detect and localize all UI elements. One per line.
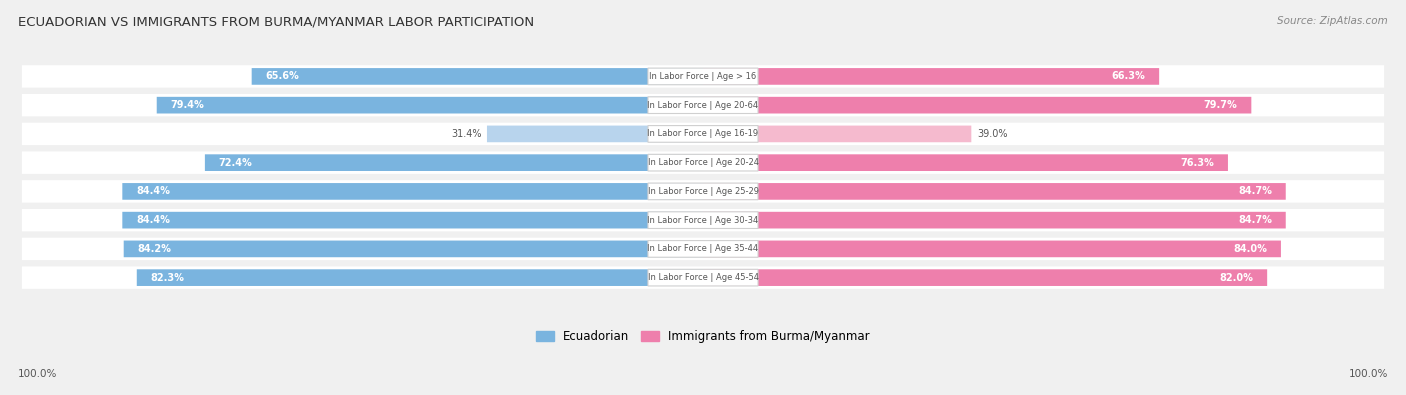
FancyBboxPatch shape xyxy=(22,209,1384,231)
Text: 76.3%: 76.3% xyxy=(1181,158,1215,167)
Text: 79.7%: 79.7% xyxy=(1204,100,1237,110)
FancyBboxPatch shape xyxy=(703,126,972,142)
Text: 82.0%: 82.0% xyxy=(1219,273,1253,283)
Text: 82.3%: 82.3% xyxy=(150,273,184,283)
FancyBboxPatch shape xyxy=(486,126,703,142)
FancyBboxPatch shape xyxy=(703,183,1285,200)
FancyBboxPatch shape xyxy=(156,97,703,113)
FancyBboxPatch shape xyxy=(703,68,1159,85)
FancyBboxPatch shape xyxy=(124,241,703,257)
FancyBboxPatch shape xyxy=(22,123,1384,145)
FancyBboxPatch shape xyxy=(703,154,1227,171)
Text: Source: ZipAtlas.com: Source: ZipAtlas.com xyxy=(1277,16,1388,26)
FancyBboxPatch shape xyxy=(22,94,1384,117)
FancyBboxPatch shape xyxy=(252,68,703,85)
FancyBboxPatch shape xyxy=(648,269,758,286)
Text: In Labor Force | Age 30-34: In Labor Force | Age 30-34 xyxy=(647,216,759,225)
Text: 84.7%: 84.7% xyxy=(1239,186,1272,196)
FancyBboxPatch shape xyxy=(703,97,1251,113)
FancyBboxPatch shape xyxy=(22,65,1384,88)
FancyBboxPatch shape xyxy=(122,212,703,228)
Text: 72.4%: 72.4% xyxy=(219,158,253,167)
Text: 39.0%: 39.0% xyxy=(977,129,1007,139)
FancyBboxPatch shape xyxy=(648,97,758,113)
FancyBboxPatch shape xyxy=(22,180,1384,203)
Text: In Labor Force | Age 45-54: In Labor Force | Age 45-54 xyxy=(648,273,758,282)
Text: 84.4%: 84.4% xyxy=(136,186,170,196)
Text: 100.0%: 100.0% xyxy=(18,369,58,379)
Text: 84.7%: 84.7% xyxy=(1239,215,1272,225)
FancyBboxPatch shape xyxy=(648,126,758,142)
FancyBboxPatch shape xyxy=(703,269,1267,286)
Text: In Labor Force | Age 20-64: In Labor Force | Age 20-64 xyxy=(647,101,759,110)
Text: In Labor Force | Age 25-29: In Labor Force | Age 25-29 xyxy=(648,187,758,196)
Text: 84.2%: 84.2% xyxy=(138,244,172,254)
FancyBboxPatch shape xyxy=(136,269,703,286)
FancyBboxPatch shape xyxy=(22,266,1384,289)
FancyBboxPatch shape xyxy=(648,212,758,228)
Text: In Labor Force | Age > 16: In Labor Force | Age > 16 xyxy=(650,72,756,81)
Text: 100.0%: 100.0% xyxy=(1348,369,1388,379)
Text: In Labor Force | Age 20-24: In Labor Force | Age 20-24 xyxy=(648,158,758,167)
FancyBboxPatch shape xyxy=(648,183,758,200)
Legend: Ecuadorian, Immigrants from Burma/Myanmar: Ecuadorian, Immigrants from Burma/Myanma… xyxy=(536,330,870,343)
Text: In Labor Force | Age 35-44: In Labor Force | Age 35-44 xyxy=(647,245,759,253)
Text: 79.4%: 79.4% xyxy=(170,100,204,110)
FancyBboxPatch shape xyxy=(703,212,1285,228)
Text: 84.0%: 84.0% xyxy=(1233,244,1267,254)
Text: ECUADORIAN VS IMMIGRANTS FROM BURMA/MYANMAR LABOR PARTICIPATION: ECUADORIAN VS IMMIGRANTS FROM BURMA/MYAN… xyxy=(18,16,534,29)
Text: In Labor Force | Age 16-19: In Labor Force | Age 16-19 xyxy=(647,130,759,138)
FancyBboxPatch shape xyxy=(122,183,703,200)
Text: 65.6%: 65.6% xyxy=(266,71,299,81)
Text: 31.4%: 31.4% xyxy=(451,129,481,139)
Text: 66.3%: 66.3% xyxy=(1112,71,1146,81)
Text: 84.4%: 84.4% xyxy=(136,215,170,225)
FancyBboxPatch shape xyxy=(703,241,1281,257)
FancyBboxPatch shape xyxy=(648,68,758,85)
FancyBboxPatch shape xyxy=(648,154,758,171)
FancyBboxPatch shape xyxy=(22,238,1384,260)
FancyBboxPatch shape xyxy=(22,151,1384,174)
FancyBboxPatch shape xyxy=(648,241,758,257)
FancyBboxPatch shape xyxy=(205,154,703,171)
